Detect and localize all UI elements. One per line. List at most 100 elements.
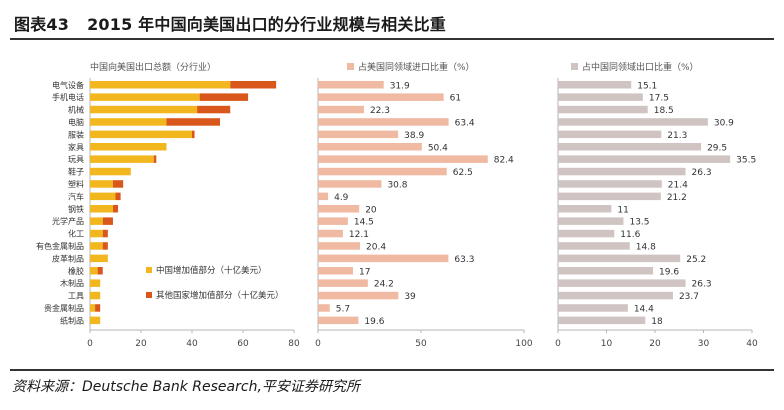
category-label: 贵金属制品 [44, 303, 84, 313]
bar-china-value-added [90, 304, 96, 312]
category-label: 机械 [68, 105, 84, 115]
bar-china-value-added [90, 105, 198, 114]
category-label: 钢铁 [68, 204, 84, 214]
bar-china-value-added [90, 316, 101, 325]
bar-share [318, 316, 359, 325]
x-tick-label: 40 [186, 339, 198, 349]
data-label: 25.2 [686, 255, 706, 265]
category-label: 橡胶 [68, 266, 84, 276]
category-label: 手机电话 [52, 92, 84, 102]
bar-share [558, 291, 673, 300]
bar-share [318, 205, 360, 213]
bar-foreign-value-added [95, 304, 101, 312]
bar-foreign-value-added [230, 81, 277, 89]
category-label: 鞋子 [68, 167, 84, 177]
legend-label-china: 中国增加值部分（十亿美元） [156, 265, 267, 276]
bar-foreign-value-added [166, 118, 221, 126]
category-label: 皮革制品 [52, 253, 84, 263]
x-tick-label: 10 [601, 339, 613, 349]
category-label: 玩具 [68, 155, 84, 164]
bar-share [318, 242, 361, 250]
source-note: 资料来源：Deutsche Bank Research,平安证券研究所 [12, 379, 360, 395]
data-label: 21.4 [668, 180, 688, 190]
figure-title-text: 2015 年中国向美国出口的分行业规模与相关比重 [87, 15, 446, 34]
bar-share [558, 279, 686, 287]
bar-share [318, 118, 449, 126]
category-label: 工具 [68, 292, 84, 301]
legend-swatch [347, 63, 354, 70]
bar-share [318, 105, 364, 114]
category-label: 塑料 [68, 179, 84, 189]
bar-share [558, 180, 662, 188]
bar-share [558, 155, 731, 163]
bar-china-value-added [90, 291, 101, 300]
legend-swatch-foreign [146, 292, 152, 298]
bar-share [318, 229, 343, 238]
x-tick-label: 20 [135, 339, 147, 349]
data-label: 20 [365, 205, 377, 215]
data-label: 31.9 [390, 81, 410, 91]
data-label: 5.7 [336, 304, 350, 314]
bar-china-value-added [90, 192, 116, 201]
category-label: 电脑 [68, 117, 84, 127]
bar-share [318, 167, 447, 176]
data-label: 39 [404, 292, 416, 302]
data-label: 17 [359, 267, 370, 277]
data-label: 20.4 [366, 242, 386, 252]
bar-share [558, 242, 630, 250]
bar-foreign-value-added [153, 155, 157, 163]
bar-foreign-value-added [102, 242, 108, 250]
bar-share [558, 192, 661, 201]
bar-share [558, 205, 612, 213]
bar-share [318, 143, 422, 151]
data-label: 50.4 [428, 143, 448, 153]
bar-share [318, 155, 488, 163]
data-label: 14.5 [354, 218, 374, 228]
bar-share [318, 81, 384, 89]
bar-foreign-value-added [115, 192, 121, 201]
bar-share [318, 304, 330, 312]
bar-share [318, 130, 399, 139]
bar-china-value-added [90, 205, 113, 213]
data-label: 21.2 [667, 193, 687, 203]
data-label: 38.9 [404, 131, 424, 141]
bar-share [558, 167, 686, 176]
legend-swatch-china [146, 267, 152, 273]
x-tick-label: 50 [415, 339, 427, 349]
data-label: 12.1 [349, 230, 369, 240]
bar-share [558, 81, 632, 89]
data-label: 26.3 [692, 280, 712, 290]
bar-foreign-value-added [199, 93, 249, 101]
bar-china-value-added [90, 167, 131, 176]
data-label: 62.5 [453, 168, 473, 178]
bar-share [558, 267, 654, 275]
panel-1-title: 中国向美国出口总额（分行业） [90, 61, 216, 73]
category-label: 服装 [68, 129, 84, 139]
legend-swatch [571, 63, 578, 70]
category-label: 电气设备 [52, 80, 84, 90]
x-tick-label: 40 [746, 339, 758, 349]
bar-foreign-value-added [197, 105, 231, 114]
bar-foreign-value-added [97, 267, 103, 275]
x-tick-label: 100 [515, 339, 532, 349]
bar-foreign-value-added [112, 205, 119, 213]
bar-share [558, 118, 708, 126]
data-label: 4.9 [334, 193, 349, 203]
bar-share [558, 316, 646, 325]
data-label: 15.1 [637, 81, 657, 91]
category-label: 汽车 [68, 191, 84, 201]
data-label: 63.3 [454, 255, 474, 265]
bar-china-value-added [90, 143, 167, 151]
bar-china-value-added [90, 279, 101, 287]
bar-china-value-added [90, 93, 200, 101]
bar-share [558, 130, 662, 139]
data-label: 22.3 [370, 106, 390, 116]
bar-share [318, 291, 399, 300]
bar-share [318, 267, 354, 275]
category-label: 光学产品 [52, 216, 84, 226]
data-label: 11.6 [620, 230, 640, 240]
data-label: 63.4 [455, 118, 475, 128]
data-label: 26.3 [692, 168, 712, 178]
data-label: 14.8 [636, 242, 656, 252]
